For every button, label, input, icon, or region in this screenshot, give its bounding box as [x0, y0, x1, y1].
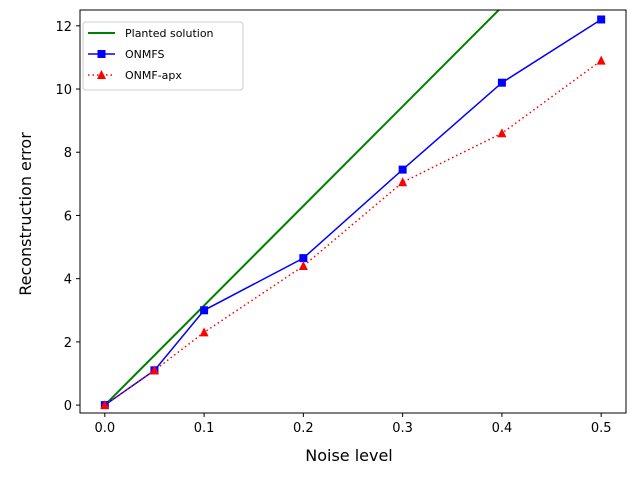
series-line-planted-solution — [104, 10, 501, 406]
x-tick-label: 0.1 — [194, 421, 215, 436]
data-point-onmfs — [299, 254, 308, 263]
legend-label: Planted solution — [125, 27, 214, 40]
x-tick-label: 0.3 — [392, 421, 413, 436]
data-point-onmf-apx — [398, 177, 408, 187]
y-axis-ticks: 0 2 4 6 8 10 12 — [55, 20, 80, 414]
y-tick-label: 10 — [55, 83, 72, 98]
x-axis-title: Noise level — [305, 446, 393, 465]
legend-swatch-marker — [97, 50, 106, 58]
x-axis-ticks: 0.0 0.1 0.2 0.3 0.4 0.5 — [94, 413, 612, 436]
data-point-onmf-apx — [149, 365, 159, 375]
data-point-onmfs — [200, 306, 209, 315]
legend-item-onmf-apx: ONMF-apx — [88, 69, 182, 82]
y-axis-title: Reconstruction error — [16, 132, 35, 296]
legend-label: ONMF-apx — [125, 69, 182, 82]
y-tick-label: 6 — [64, 209, 72, 224]
legend-item-planted-solution: Planted solution — [88, 27, 214, 40]
legend-label: ONMFS — [125, 48, 165, 61]
data-point-onmf-apx — [100, 400, 110, 410]
y-tick-label: 8 — [64, 146, 72, 161]
data-point-onmf-apx — [497, 128, 507, 138]
y-tick-label: 12 — [55, 20, 72, 35]
x-tick-label: 0.4 — [492, 421, 513, 436]
y-tick-label: 0 — [64, 399, 72, 414]
y-tick-label: 4 — [64, 273, 72, 288]
x-tick-label: 0.2 — [293, 421, 314, 436]
x-tick-label: 0.0 — [94, 421, 115, 436]
markers-layer — [100, 15, 606, 410]
x-tick-label: 0.5 — [591, 421, 612, 436]
plot-frame — [79, 9, 627, 414]
data-point-onmfs — [497, 78, 506, 87]
y-tick-label: 2 — [64, 336, 72, 351]
data-point-onmfs — [398, 165, 407, 174]
legend-box — [82, 21, 244, 91]
data-point-onmf-apx — [199, 327, 209, 337]
data-point-onmfs — [597, 15, 606, 24]
legend: Planted solution ONMFS ONMF-apx — [82, 21, 244, 91]
legend-item-onmfs: ONMFS — [88, 48, 165, 61]
legend-swatch-marker — [97, 70, 106, 79]
data-point-onmf-apx — [298, 261, 308, 271]
data-point-onmf-apx — [596, 55, 606, 65]
